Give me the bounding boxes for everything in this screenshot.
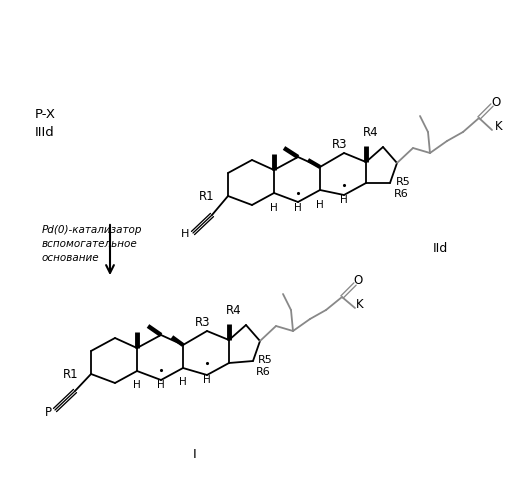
Text: Pd(0)-катализатор: Pd(0)-катализатор <box>42 225 143 235</box>
Text: R3: R3 <box>332 138 348 150</box>
Text: P: P <box>45 406 52 418</box>
Text: H: H <box>340 195 348 205</box>
Text: K: K <box>356 298 364 312</box>
Text: IId: IId <box>433 242 447 254</box>
Text: основание: основание <box>42 253 99 263</box>
Text: H: H <box>133 380 141 390</box>
Text: H: H <box>179 377 187 387</box>
Text: R5: R5 <box>396 177 411 187</box>
Text: O: O <box>353 274 363 287</box>
Text: H: H <box>181 229 189 239</box>
Text: R1: R1 <box>63 368 79 382</box>
Text: H: H <box>316 200 324 210</box>
Text: R6: R6 <box>256 367 271 377</box>
Text: O: O <box>492 96 501 108</box>
Text: H: H <box>294 203 302 213</box>
Text: P-X: P-X <box>35 108 56 122</box>
Text: R1: R1 <box>200 190 215 202</box>
Text: H: H <box>203 375 211 385</box>
Text: R3: R3 <box>195 316 211 328</box>
Text: K: K <box>495 120 503 134</box>
Text: H: H <box>157 380 165 390</box>
Text: R4: R4 <box>226 304 242 318</box>
Text: IIId: IIId <box>35 126 55 140</box>
Text: R5: R5 <box>258 355 273 365</box>
Text: H: H <box>270 203 278 213</box>
Text: вспомогательное: вспомогательное <box>42 239 138 249</box>
Text: R6: R6 <box>394 189 409 199</box>
Text: R4: R4 <box>363 126 379 140</box>
Text: I: I <box>193 448 197 462</box>
